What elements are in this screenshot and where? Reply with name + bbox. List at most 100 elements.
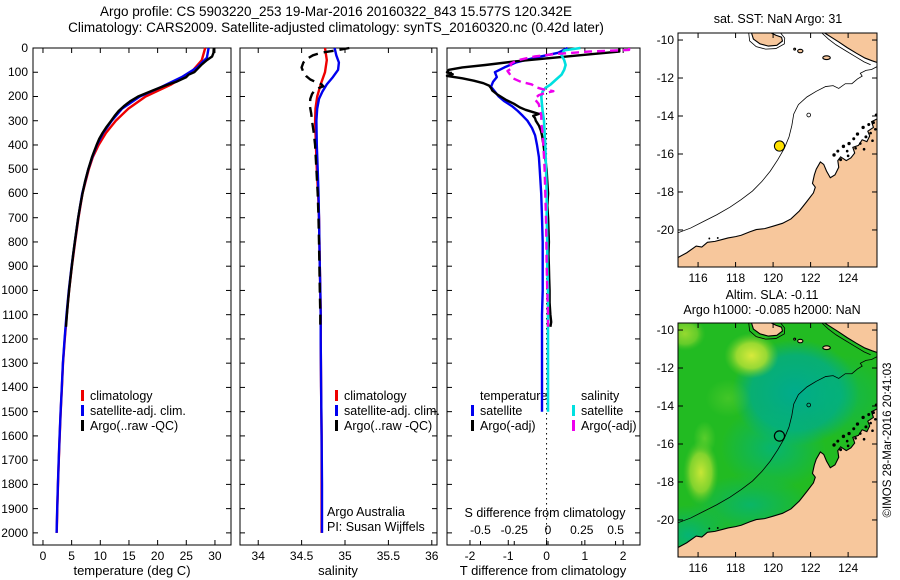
tick-label: 34	[251, 549, 265, 563]
figure-title-line2: Climatology: CARS2009. Satellite-adjuste…	[68, 20, 604, 35]
satellite-adj-line-swatch	[335, 405, 338, 416]
tick-label: 200	[7, 89, 28, 104]
tick-label: 500	[7, 162, 28, 177]
satellite-sdiff-swatch	[572, 405, 575, 416]
tick-label: 0	[543, 549, 550, 563]
legend-item: climatology	[81, 389, 186, 404]
tick-label: 10	[93, 549, 107, 563]
legend-item: Argo(-adj)	[471, 419, 547, 434]
tick-label: 1600	[1, 428, 28, 443]
tick-label: 0	[544, 523, 552, 537]
tdiff-temp-legend: temperature satellite Argo(-adj)	[471, 389, 547, 434]
legend-item: Argo(..raw -QC)	[335, 419, 440, 434]
tick-label: 118	[726, 271, 746, 285]
pi-note: PI: Susan Wijffels	[327, 520, 425, 534]
tick-label: 118	[726, 561, 746, 575]
tick-label: 1000	[1, 283, 28, 298]
argo-line-swatch	[335, 420, 338, 431]
tick-label: -10	[656, 323, 674, 338]
tick-label: -1	[502, 549, 514, 563]
temp-xaxis-label: temperature (deg C)	[73, 563, 191, 578]
tick-label: -20	[656, 512, 674, 527]
tick-label: 2000	[1, 525, 28, 540]
legend-item: Argo(-adj)	[572, 419, 637, 434]
tdiff-sal-legend: salinity satellite Argo(-adj)	[572, 389, 637, 434]
tick-label: 120	[763, 561, 784, 575]
argo-australia-note: Argo Australia	[327, 505, 405, 519]
tick-label: 1800	[1, 477, 28, 492]
tick-label: 124	[838, 561, 859, 575]
tick-label: 0	[39, 549, 47, 563]
imos-credit: ©IMOS 28-Mar-2016 20:41:03	[882, 362, 894, 518]
tick-label: 900	[7, 259, 28, 274]
argo-line-swatch	[81, 420, 84, 431]
climatology-line-swatch	[81, 390, 84, 401]
tick-label: 35.5	[376, 549, 401, 563]
tick-label: 1500	[1, 404, 28, 419]
satellite-tdiff-swatch	[471, 405, 474, 416]
tick-label: -20	[656, 222, 674, 237]
tick-label: 1200	[1, 331, 28, 346]
tick-label: 122	[800, 561, 821, 575]
tick-label: 116	[688, 271, 708, 285]
tick-label: 35	[338, 549, 352, 563]
legend-item: satellite	[471, 404, 547, 419]
tick-label: -18	[656, 474, 674, 489]
tick-label: 600	[7, 186, 28, 201]
tick-label: 124	[838, 271, 859, 285]
legend-item: climatology	[335, 389, 440, 404]
tick-label: 2	[619, 549, 627, 563]
tick-label: 15	[122, 549, 136, 563]
tick-label: -16	[656, 436, 674, 451]
tick-label: -14	[656, 109, 674, 123]
tick-label: 1	[581, 549, 589, 563]
sdiff-axis-label: S difference from climatology	[464, 506, 626, 520]
tick-label: 30	[208, 549, 222, 563]
sla-map	[678, 323, 877, 557]
climatology-line-swatch	[335, 390, 338, 401]
tick-label: 20	[150, 549, 165, 563]
tick-label: 34.5	[289, 549, 314, 563]
tick-label: 800	[7, 234, 28, 249]
sla-map-title-line2: Argo h1000: -0.085 h2000: NaN	[683, 303, 861, 317]
tick-label: 1100	[2, 307, 28, 322]
sla-map-title-line1: Altim. SLA: -0.11	[725, 288, 819, 302]
temp-legend: climatology satellite-adj. clim. Argo(..…	[81, 389, 186, 434]
tick-label: 700	[7, 210, 28, 225]
tick-label: -12	[656, 71, 674, 85]
argo-position-marker-sst	[774, 141, 784, 151]
tick-label: -0.5	[470, 523, 491, 537]
tick-label: 25	[179, 549, 193, 563]
legend-item: satellite-adj. clim.	[81, 404, 186, 419]
tick-label: 122	[800, 271, 821, 285]
legend-header: temperature	[480, 389, 548, 403]
satellite-adj-line-swatch	[81, 405, 84, 416]
legend-item: satellite-adj. clim.	[335, 404, 440, 419]
tick-label: -10	[656, 33, 674, 48]
tick-label: 100	[7, 65, 28, 80]
tick-label: 400	[7, 137, 28, 152]
legend-item: Argo(..raw -QC)	[81, 419, 186, 434]
tick-label: 1300	[1, 356, 28, 371]
legend-item: satellite	[572, 404, 637, 419]
tick-label: -0.25	[500, 523, 528, 537]
sal-legend: climatology satellite-adj. clim. Argo(..…	[335, 389, 440, 434]
tick-label: 5	[68, 549, 75, 563]
tick-label: 36	[425, 549, 439, 563]
tick-label: -2	[464, 549, 476, 563]
tick-label: 0.5	[607, 523, 624, 537]
sst-map-title: sat. SST: NaN Argo: 31	[713, 12, 843, 26]
argo-tdiff-swatch	[471, 420, 474, 431]
tick-label: 1700	[1, 453, 28, 468]
tick-label: 1900	[1, 501, 28, 516]
tick-label: -18	[656, 184, 674, 199]
tick-label: 300	[7, 113, 28, 128]
tdiff-xaxis-label: T difference from climatology	[459, 563, 627, 578]
sst-map: .land{fill:#f7c79c;stroke:#000;stroke-wi…	[678, 33, 877, 267]
tick-label: 120	[763, 271, 784, 285]
tick-label: 0.25	[570, 523, 594, 537]
tick-label: -14	[656, 399, 674, 413]
argo-sdiff-swatch	[572, 420, 575, 431]
tick-label: -12	[656, 361, 674, 375]
